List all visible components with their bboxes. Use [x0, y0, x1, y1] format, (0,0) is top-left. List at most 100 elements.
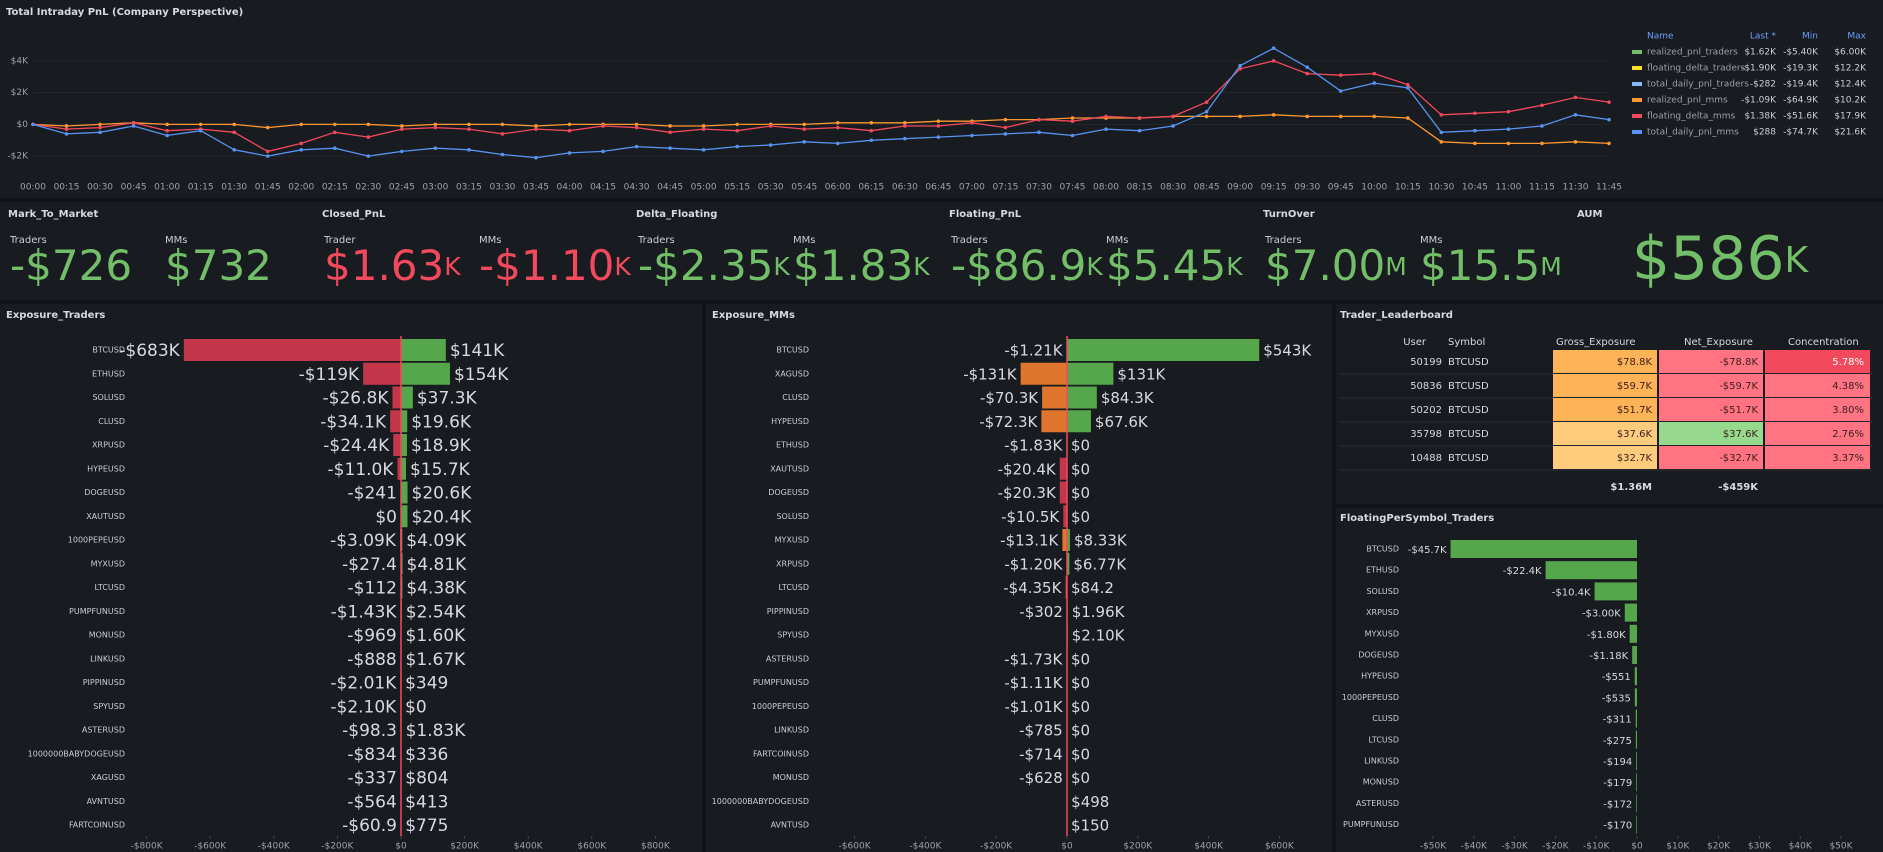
series-point: [332, 122, 337, 127]
y-tick-label: -$2K: [7, 152, 29, 162]
x-tick-label: 00:00: [20, 183, 46, 193]
y-tick-label: ETHUSD: [776, 441, 809, 450]
value-label: -$70.3K: [980, 389, 1039, 407]
chart-title: Exposure_Traders: [6, 310, 105, 321]
table-cell: $32.7K: [1617, 453, 1653, 464]
x-tick-label: -$400K: [258, 842, 291, 852]
series-point: [768, 124, 773, 128]
x-tick-label: -$400K: [909, 842, 942, 852]
x-tick-label: 06:00: [825, 183, 851, 193]
legend-swatch: [1632, 82, 1642, 86]
value-label: -$3.00K: [1582, 609, 1621, 620]
value-label: -$20.3K: [998, 484, 1057, 502]
bar: [183, 339, 401, 361]
x-tick-label: 10:00: [1361, 183, 1387, 193]
stat-label: Traders: [1264, 235, 1302, 246]
value-label: $154K: [454, 365, 509, 385]
y-tick-label: $2K: [11, 88, 29, 98]
series-point: [98, 130, 102, 135]
cell-bg: [1553, 422, 1657, 445]
series-point: [165, 122, 169, 127]
x-tick-label: $0: [1061, 842, 1073, 852]
series-line: [32, 114, 1610, 145]
legend-max: $6.00K: [1834, 48, 1867, 58]
value-label: -$1.18K: [1589, 651, 1628, 662]
value-label: -$785: [1019, 722, 1063, 740]
series-point: [299, 147, 304, 152]
bar: [401, 410, 408, 433]
bar: [390, 410, 401, 433]
value-label: $1.67K: [406, 650, 467, 670]
stat-number: -$2.35: [638, 241, 773, 290]
value-label: -$1.73K: [1004, 650, 1063, 668]
value-label: -$24.4K: [323, 436, 390, 456]
x-tick-label: $200K: [450, 842, 480, 852]
bar: [1067, 410, 1091, 433]
legend-max: $21.6K: [1834, 128, 1867, 138]
y-tick-label: BTCUSD: [1366, 545, 1399, 554]
x-tick-label: 03:45: [523, 183, 549, 193]
x-tick-label: 04:00: [557, 183, 583, 193]
x-tick-label: $30K: [1748, 842, 1772, 852]
x-tick-label: 08:00: [1093, 183, 1119, 193]
value-label: $131K: [1117, 365, 1166, 383]
value-label: $84.3K: [1101, 389, 1155, 407]
series-point: [1338, 89, 1343, 93]
bar: [401, 552, 403, 575]
bar: [1067, 339, 1260, 361]
value-label: -$2.01K: [330, 674, 397, 694]
legend-min: -$51.6K: [1783, 112, 1819, 122]
stat-label: Traders: [9, 235, 47, 246]
stat-value: $732: [165, 241, 272, 290]
value-label: -$27.4: [342, 555, 397, 575]
x-tick-label: 01:30: [221, 183, 247, 193]
series-point: [31, 122, 35, 127]
y-tick-label: ETHUSD: [1366, 566, 1399, 575]
value-label: -$564: [347, 792, 396, 812]
y-tick-label: MONUSD: [773, 773, 809, 782]
x-tick-label: -$200K: [321, 842, 354, 852]
y-tick-label: $4K: [11, 56, 29, 66]
stat-unit: K: [913, 252, 930, 281]
stat-title: Mark_To_Market: [8, 209, 98, 220]
y-tick-label: PUMPFUNUSD: [1343, 820, 1399, 829]
bar: [1063, 505, 1067, 528]
bar: [401, 481, 408, 504]
stat-number: $732: [165, 241, 272, 290]
bar: [1450, 540, 1637, 558]
stat-unit: K: [1226, 252, 1243, 281]
y-tick-label: LINKUSD: [774, 726, 809, 735]
bar: [1062, 529, 1067, 551]
series-point: [1171, 124, 1175, 128]
series-point: [332, 146, 337, 150]
table-cell: 3.80%: [1832, 405, 1864, 416]
x-tick-label: $20K: [1707, 842, 1731, 852]
stat-label: MMs: [793, 235, 815, 246]
value-label: -$72.3K: [979, 413, 1038, 431]
bar: [1636, 752, 1637, 770]
value-label: $2.54K: [406, 602, 467, 622]
stat-value: $5.45K: [1106, 241, 1243, 290]
x-tick-label: $50K: [1829, 842, 1853, 852]
series-point: [936, 135, 941, 139]
x-tick-label: 10:15: [1395, 183, 1421, 193]
value-label: -$3.09K: [330, 531, 397, 551]
x-tick-label: -$40K: [1461, 842, 1488, 852]
series-point: [1473, 141, 1477, 146]
x-tick-label: 01:00: [154, 183, 180, 193]
y-tick-label: CLUSD: [782, 393, 809, 402]
series-point: [299, 141, 304, 146]
stat-label: MMs: [165, 235, 187, 246]
x-tick-label: 01:45: [255, 183, 281, 193]
table-cell: 35798: [1410, 429, 1442, 440]
y-tick-label: XAUTUSD: [86, 512, 125, 521]
value-label: -$34.1K: [320, 412, 387, 432]
y-tick-label: LINKUSD: [1364, 757, 1399, 766]
series-point: [1473, 128, 1477, 133]
legend-swatch: [1632, 50, 1642, 54]
series-point: [1607, 141, 1611, 146]
series-point: [400, 127, 404, 131]
bar: [1636, 815, 1637, 834]
panel: [706, 304, 1332, 852]
series-point: [869, 120, 874, 125]
